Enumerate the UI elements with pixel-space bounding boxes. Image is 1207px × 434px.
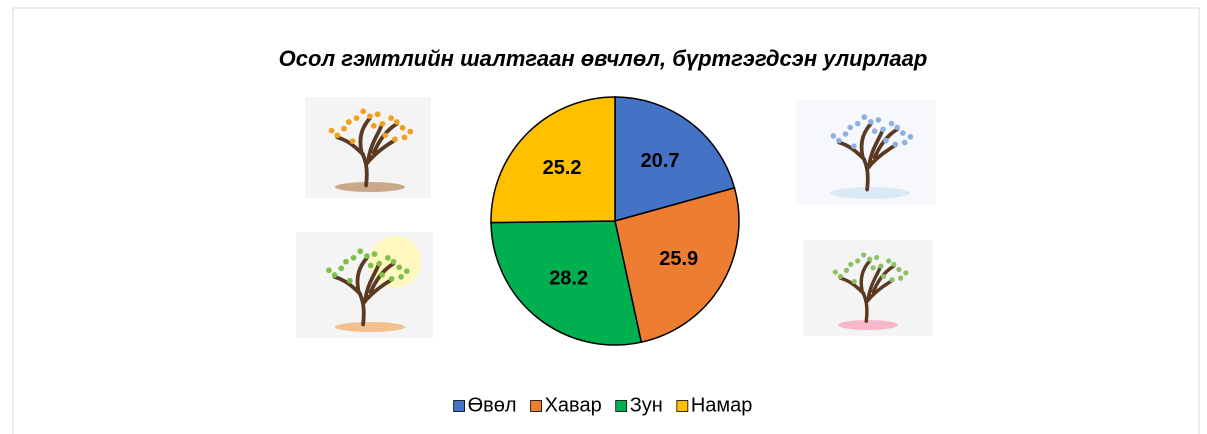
legend-label: Өвөл: [468, 394, 517, 416]
data-label: 20.7: [641, 150, 680, 172]
chart-title: Осол гэмтлийн шалтгаан өвчлөл, бүртгэгдс…: [279, 46, 928, 71]
data-label: 25.9: [659, 248, 698, 270]
legend-label: Хавар: [545, 394, 602, 416]
decor-autumn: [305, 97, 431, 198]
chart: Осол гэмтлийн шалтгаан өвчлөл, бүртгэгдс…: [0, 0, 1207, 434]
legend-swatch: [531, 401, 542, 412]
legend-label: Намар: [691, 394, 753, 416]
legend-label: Зун: [630, 394, 663, 416]
decor-spring: [296, 232, 433, 338]
legend-swatch: [616, 401, 627, 412]
decor-winter: [796, 100, 936, 205]
data-label: 28.2: [549, 267, 588, 289]
decor-pink: [803, 240, 933, 336]
legend-swatch: [677, 401, 688, 412]
legend-swatch: [454, 401, 465, 412]
data-label: 25.2: [543, 157, 582, 179]
